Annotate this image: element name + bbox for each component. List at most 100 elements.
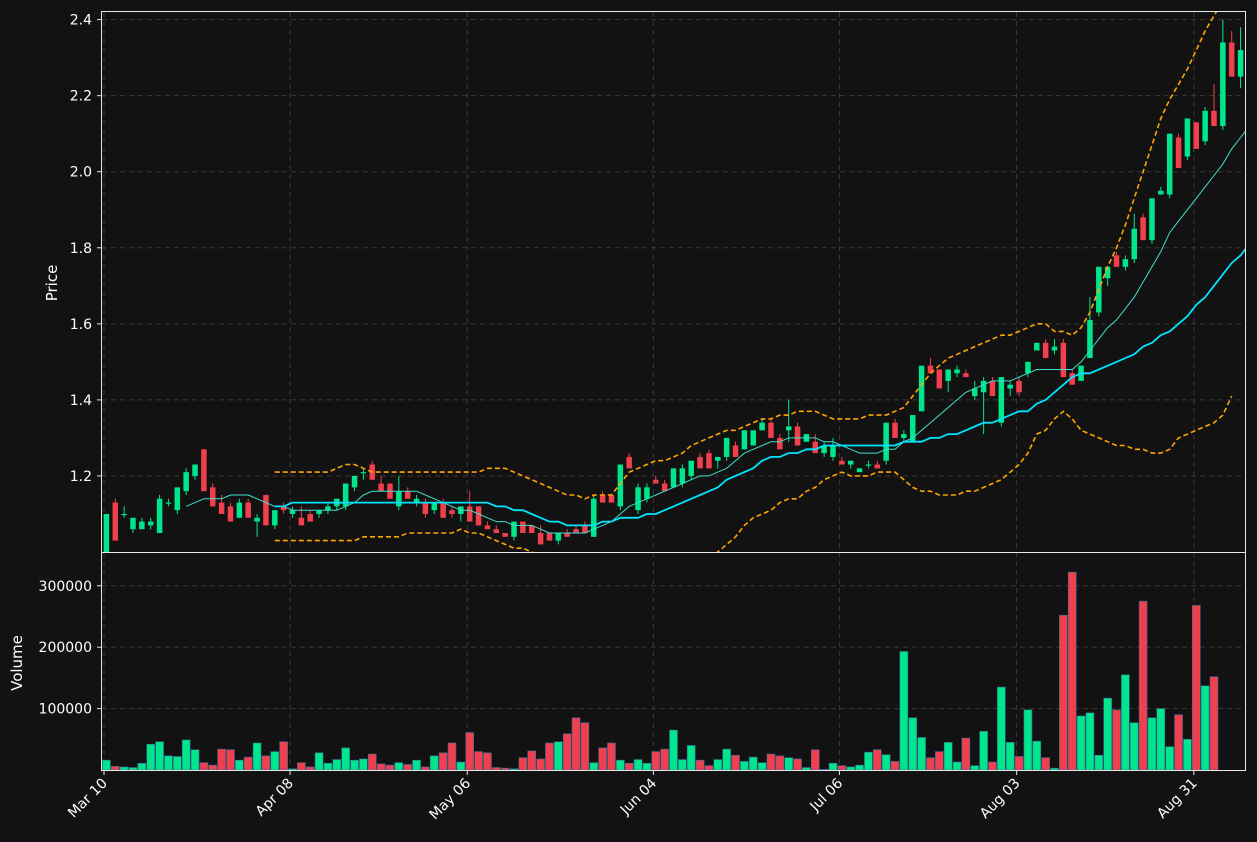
candle-body: [1202, 110, 1208, 142]
candle-body: [413, 498, 420, 503]
volume-bar: [864, 751, 873, 771]
candle-body: [812, 441, 819, 454]
candle-body: [661, 483, 668, 492]
candle: [546, 532, 553, 541]
candle-body: [466, 506, 473, 522]
volume-bar: [1050, 767, 1059, 771]
volume-bar: [828, 762, 838, 771]
candle: [856, 468, 863, 473]
candle: [280, 502, 287, 514]
candle-body: [404, 491, 411, 499]
volume-bar: [651, 751, 661, 771]
lower-band-line: [274, 395, 1233, 552]
candle-body: [741, 430, 748, 450]
volume-bar: [1059, 614, 1068, 771]
candle-body: [918, 365, 925, 412]
candle-body: [351, 475, 358, 488]
volume-bar: [908, 717, 918, 771]
x-tick-label: Apr 08: [253, 776, 297, 820]
price-y-axis: 1.2 1.4 1.6 1.8 2.0 2.2 2.4: [70, 13, 102, 485]
candle: [342, 483, 349, 511]
candle: [723, 437, 730, 461]
volume-bar: [1156, 708, 1166, 771]
candle-body: [449, 510, 455, 514]
candle: [1051, 339, 1058, 355]
candle-body: [865, 464, 872, 466]
candle-body: [511, 521, 517, 537]
candle-body: [502, 532, 508, 537]
candle: [1060, 339, 1067, 378]
candle-body: [1166, 133, 1173, 195]
candle: [591, 494, 597, 537]
price-tick-label: 2.0: [70, 165, 92, 181]
candle: [254, 513, 260, 537]
volume-bar: [1094, 754, 1104, 771]
candle: [582, 521, 588, 533]
volume-bar: [199, 762, 209, 771]
volume-bar: [970, 765, 980, 771]
volume-bar: [686, 745, 696, 771]
candle: [892, 418, 898, 438]
candle-body: [750, 430, 756, 446]
volume-bar: [385, 764, 395, 771]
candle: [706, 449, 712, 469]
volume-bar: [403, 764, 412, 771]
candle: [918, 365, 925, 412]
candle-body: [475, 506, 482, 526]
candle-body: [830, 445, 836, 457]
candle-body: [608, 494, 615, 503]
candle-body: [1175, 137, 1182, 168]
candle: [334, 498, 340, 511]
candle-body: [1158, 190, 1164, 195]
candle: [201, 449, 207, 492]
volume-bar: [881, 754, 891, 771]
volume-bar: [1032, 740, 1042, 771]
candle-body: [777, 437, 783, 450]
candle: [413, 494, 420, 507]
volume-bar: [164, 755, 173, 771]
candle: [555, 532, 562, 545]
candle: [972, 380, 978, 400]
x-tick-label: Mar 10: [65, 776, 111, 822]
candle: [1131, 213, 1137, 263]
volume-bar: [394, 762, 404, 771]
candle-body: [972, 388, 978, 397]
candle: [821, 441, 827, 457]
candle-body: [396, 491, 402, 507]
x-axis: Mar 10 Apr 08 May 06 Jun 04 Jul 06 Aug 03 Aug …: [65, 770, 1201, 823]
volume-bar: [279, 741, 288, 771]
candle-body: [564, 532, 570, 537]
volume-bar: [669, 729, 678, 771]
candle: [1184, 118, 1191, 161]
candle: [1149, 198, 1155, 244]
upper-band-line: [274, 12, 1218, 500]
candle: [396, 475, 402, 511]
volume-bar: [580, 722, 590, 771]
candle-body: [582, 525, 588, 533]
candle-body: [723, 437, 730, 457]
candle: [156, 494, 163, 533]
volume-bar: [766, 753, 776, 771]
candle: [732, 441, 739, 457]
volume-bar: [757, 762, 767, 771]
volume-y-axis: 100000 200000 300000: [39, 579, 102, 718]
candle: [1007, 380, 1013, 397]
candle: [1211, 84, 1217, 127]
candle-body: [892, 422, 898, 438]
volume-bar: [438, 752, 448, 771]
candle: [147, 517, 154, 530]
candle-body: [1228, 42, 1235, 77]
volume-bar: [997, 686, 1006, 771]
candle: [520, 521, 526, 533]
volume-bar: [111, 766, 120, 771]
volume-bar: [350, 759, 359, 771]
volume-bar: [952, 761, 962, 771]
candle-body: [528, 525, 535, 533]
volume-bar: [208, 764, 218, 771]
candle-body: [546, 532, 553, 541]
candle-body: [316, 510, 322, 514]
volume-bar: [500, 767, 510, 771]
candle: [901, 430, 907, 442]
candle-body: [1069, 373, 1075, 385]
volume-bar: [190, 749, 200, 771]
